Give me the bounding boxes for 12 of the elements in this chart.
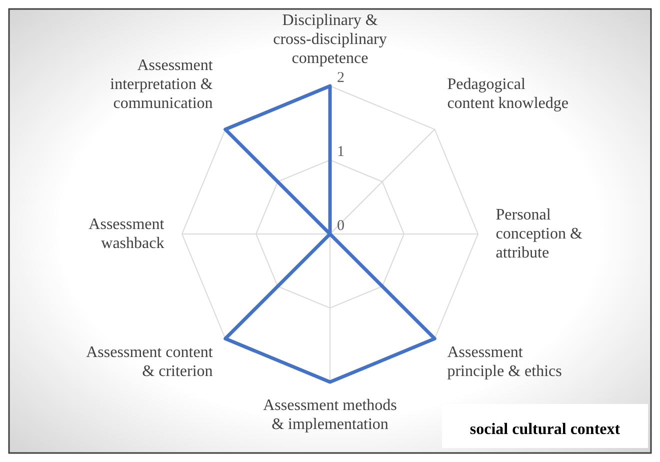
y-tick-label: 1 (337, 144, 344, 160)
spoke-label: Assessment interpretation & communication (110, 56, 214, 112)
spoke-label: Assessment washback (88, 216, 165, 252)
spoke-label: Pedagogical content knowledge (447, 76, 569, 112)
y-tick-label: 0 (337, 218, 344, 234)
spoke-label: Assessment principle & ethics (447, 344, 562, 380)
spoke-label: Assessment methods & implementation (263, 396, 397, 433)
text: social cultural context (470, 421, 621, 438)
spoke-label: Assessment content & criterion (86, 344, 214, 380)
spoke-label: Personal conception & attribute (496, 206, 583, 262)
spoke-label: Disciplinary & cross-disciplinary competence (273, 12, 387, 68)
y-tick-label: 2 (337, 70, 344, 86)
